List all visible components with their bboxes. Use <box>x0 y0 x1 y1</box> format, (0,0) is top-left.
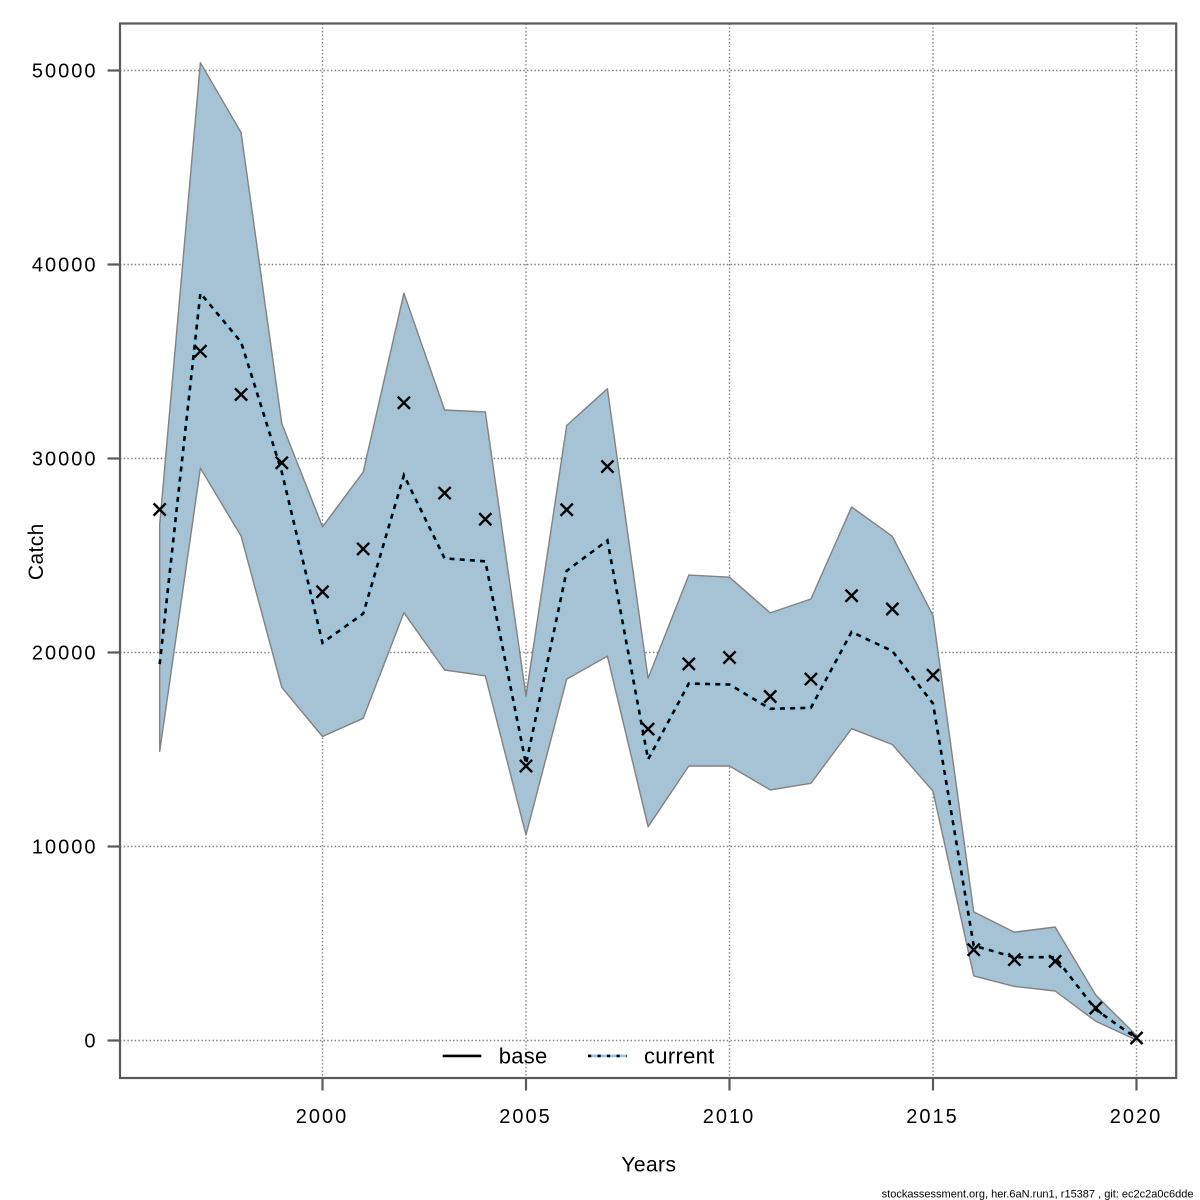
svg-text:current: current <box>644 1044 715 1069</box>
svg-text:10000: 10000 <box>32 837 98 859</box>
svg-text:Years: Years <box>621 1154 676 1177</box>
svg-text:50000: 50000 <box>32 61 98 83</box>
svg-text:base: base <box>499 1044 548 1069</box>
svg-text:Catch: Catch <box>25 523 48 580</box>
svg-text:2005: 2005 <box>499 1106 552 1128</box>
svg-text:stockassessment.org, her.6aN.r: stockassessment.org, her.6aN.run1, r1538… <box>882 1189 1194 1200</box>
svg-text:40000: 40000 <box>32 255 98 277</box>
svg-text:2020: 2020 <box>1110 1106 1163 1128</box>
svg-text:30000: 30000 <box>32 449 98 471</box>
svg-text:2000: 2000 <box>296 1106 349 1128</box>
svg-text:2010: 2010 <box>703 1106 756 1128</box>
svg-text:0: 0 <box>84 1031 97 1053</box>
svg-text:20000: 20000 <box>32 643 98 665</box>
svg-text:2015: 2015 <box>906 1106 959 1128</box>
